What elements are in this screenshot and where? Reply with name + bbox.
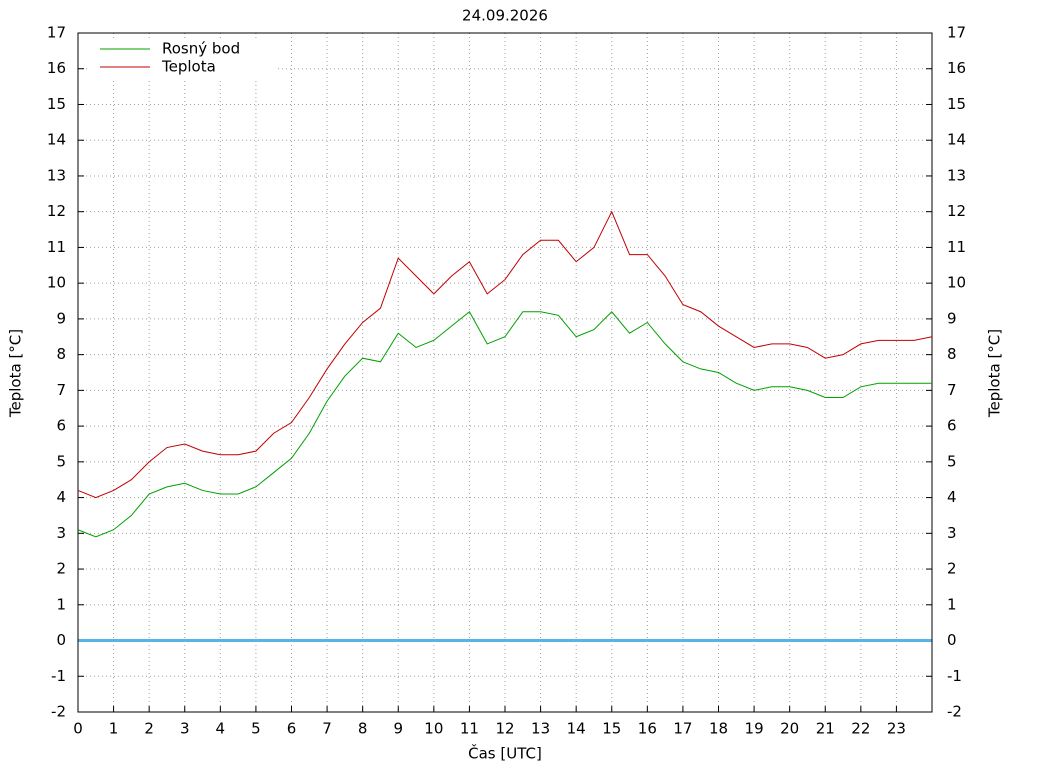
legend-box xyxy=(88,38,278,80)
y2-tick-label: 13 xyxy=(947,166,966,184)
x-tick-label: 19 xyxy=(745,720,764,738)
y-tick-label: 5 xyxy=(56,452,66,470)
y2-tick-label: 17 xyxy=(947,24,966,42)
y2-tick-label: 5 xyxy=(947,452,957,470)
y-tick-label: 17 xyxy=(47,24,66,42)
x-tick-label: 23 xyxy=(887,720,906,738)
chart-title: 24.09.2026 xyxy=(462,7,548,25)
x-tick-label: 12 xyxy=(495,720,514,738)
y-tick-label: 16 xyxy=(47,59,66,77)
y-tick-label: 9 xyxy=(56,309,66,327)
x-tick-label: 16 xyxy=(638,720,657,738)
y2-tick-label: 8 xyxy=(947,345,957,363)
x-tick-label: 22 xyxy=(851,720,870,738)
x-tick-label: 4 xyxy=(216,720,226,738)
y-tick-label: -2 xyxy=(51,703,66,721)
y-tick-label: 6 xyxy=(56,417,66,435)
x-tick-label: 8 xyxy=(358,720,368,738)
x-tick-label: 9 xyxy=(393,720,403,738)
x-tick-label: 17 xyxy=(673,720,692,738)
y-axis-label: Teplota [°C] xyxy=(7,329,25,418)
x-tick-label: 6 xyxy=(287,720,297,738)
x-tick-label: 15 xyxy=(602,720,621,738)
x-tick-label: 1 xyxy=(109,720,119,738)
series-line xyxy=(77,310,932,538)
y-tick-label: 11 xyxy=(47,238,66,256)
y2-tick-label: 0 xyxy=(947,631,957,649)
y2-tick-label: 9 xyxy=(947,309,957,327)
x-tick-label: 11 xyxy=(460,720,479,738)
y2-tick-label: 2 xyxy=(947,560,957,578)
y-tick-label: 1 xyxy=(56,595,66,613)
x-tick-label: 3 xyxy=(180,720,190,738)
y-tick-label: 14 xyxy=(47,131,66,149)
y-tick-label: 3 xyxy=(56,524,66,542)
y-tick-label: 10 xyxy=(47,274,66,292)
x-tick-label: 14 xyxy=(567,720,586,738)
x-tick-label: 13 xyxy=(531,720,550,738)
y2-tick-label: 1 xyxy=(947,595,957,613)
y2-tick-label: 12 xyxy=(947,202,966,220)
y2-tick-label: 7 xyxy=(947,381,957,399)
y-tick-label: 13 xyxy=(47,166,66,184)
x-tick-label: 5 xyxy=(251,720,261,738)
series-line xyxy=(77,210,933,499)
y-tick-label: 15 xyxy=(47,95,66,113)
x-tick-label: 2 xyxy=(144,720,154,738)
y2-tick-label: 11 xyxy=(947,238,966,256)
x-tick-label: 10 xyxy=(424,720,443,738)
y2-tick-label: -2 xyxy=(947,703,962,721)
x-tick-label: 7 xyxy=(322,720,332,738)
y2-tick-label: 14 xyxy=(947,131,966,149)
x-tick-label: 0 xyxy=(73,720,83,738)
y2-tick-label: 6 xyxy=(947,417,957,435)
legend-label: Teplota xyxy=(161,58,216,76)
x-axis-label: Čas [UTC] xyxy=(468,744,542,763)
plot-frame xyxy=(77,32,933,713)
y2-tick-label: 10 xyxy=(947,274,966,292)
y2-tick-label: 4 xyxy=(947,488,957,506)
y-tick-label: 2 xyxy=(56,560,66,578)
legend-label: Rosný bod xyxy=(162,40,240,58)
y-tick-label: 12 xyxy=(47,202,66,220)
y2-tick-label: 3 xyxy=(947,524,957,542)
y2-tick-label: -1 xyxy=(947,667,962,685)
x-tick-label: 21 xyxy=(816,720,835,738)
x-tick-label: 18 xyxy=(709,720,728,738)
y2-axis-label: Teplota [°C] xyxy=(986,329,1004,418)
y-tick-label: 4 xyxy=(56,488,66,506)
x-tick-label: 20 xyxy=(780,720,799,738)
y2-tick-label: 15 xyxy=(947,95,966,113)
y-tick-label: 8 xyxy=(56,345,66,363)
y-tick-label: 0 xyxy=(56,631,66,649)
y-tick-label: -1 xyxy=(51,667,66,685)
y2-tick-label: 16 xyxy=(947,59,966,77)
y-tick-label: 7 xyxy=(56,381,66,399)
